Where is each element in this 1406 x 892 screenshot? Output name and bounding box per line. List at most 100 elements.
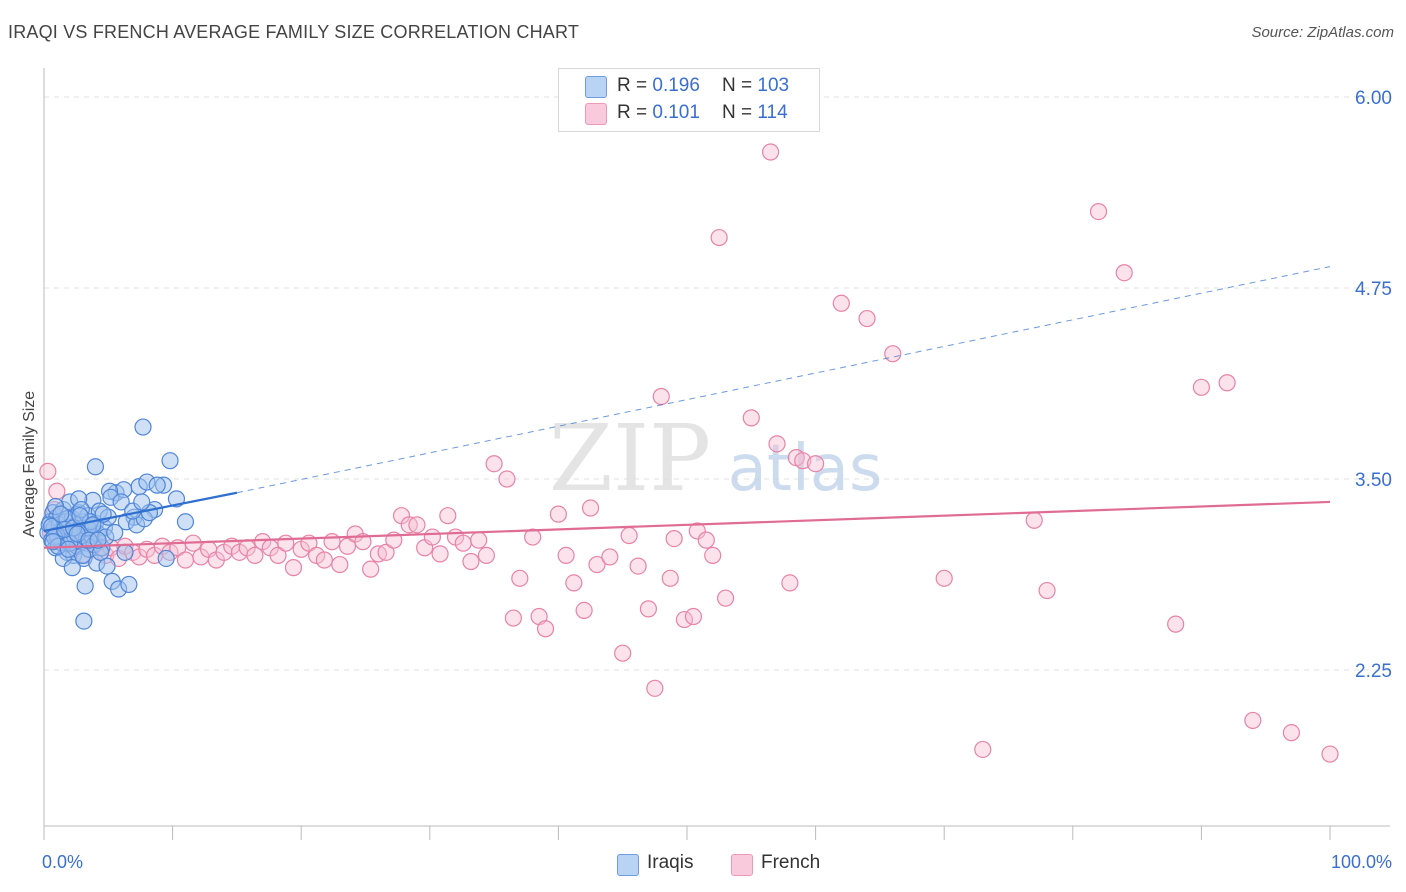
french-point bbox=[565, 574, 583, 592]
french-point bbox=[710, 228, 728, 247]
french-r-label: R = bbox=[617, 102, 653, 123]
bottom-french-swatch bbox=[731, 854, 753, 876]
french-point bbox=[362, 560, 380, 578]
iraqi-point bbox=[98, 557, 116, 575]
french-point bbox=[1321, 745, 1339, 763]
iraqi-point bbox=[112, 493, 130, 511]
french-point bbox=[652, 387, 670, 406]
french-point bbox=[742, 409, 760, 427]
french-point bbox=[1025, 511, 1043, 529]
french-point bbox=[781, 574, 799, 592]
iraqi-point bbox=[86, 458, 105, 476]
french-point bbox=[39, 462, 57, 480]
iraqis-swatch bbox=[585, 76, 607, 98]
french-point bbox=[277, 534, 295, 552]
french-point bbox=[588, 555, 606, 574]
french-point bbox=[646, 679, 664, 697]
french-point bbox=[511, 569, 529, 587]
iraqi-point bbox=[106, 523, 124, 542]
french-point bbox=[858, 309, 876, 328]
french-point bbox=[806, 455, 825, 473]
french-point bbox=[377, 543, 395, 561]
french-point bbox=[688, 522, 706, 540]
french-point bbox=[284, 559, 303, 577]
french-point bbox=[504, 609, 522, 627]
iraqis-r: R = 0.196 bbox=[617, 75, 700, 97]
french-point bbox=[1244, 711, 1262, 730]
french-point bbox=[1167, 615, 1185, 633]
french-point bbox=[431, 545, 449, 563]
french-point bbox=[331, 555, 349, 574]
french-point bbox=[1115, 264, 1133, 282]
iraqi-point bbox=[71, 507, 89, 525]
french-point bbox=[439, 507, 457, 525]
french-point bbox=[581, 499, 600, 517]
y-tick-label: 6.00 bbox=[1355, 88, 1392, 109]
french-point bbox=[1282, 724, 1301, 742]
iraqi-point bbox=[148, 476, 166, 494]
iraqi-point bbox=[161, 452, 179, 470]
iraqis-n: N = 103 bbox=[722, 75, 789, 97]
french-point bbox=[697, 531, 715, 549]
y-tick-labels: 2.25 3.50 4.75 6.00 bbox=[1355, 88, 1392, 682]
correlation-legend: R = 0.196 N = 103 R = 0.101 N = 114 bbox=[558, 68, 820, 132]
y-tick-label: 3.50 bbox=[1355, 470, 1392, 491]
french-n-value: 114 bbox=[757, 102, 788, 123]
iraqis-r-label: R = bbox=[617, 75, 653, 96]
french-point bbox=[832, 294, 850, 312]
french-point bbox=[620, 526, 638, 545]
french-point bbox=[176, 551, 195, 569]
french-point bbox=[524, 528, 542, 546]
french-point bbox=[536, 620, 555, 638]
french-points bbox=[39, 143, 1339, 763]
french-point bbox=[1192, 378, 1211, 396]
iraqi-point bbox=[44, 533, 62, 551]
french-point bbox=[974, 740, 992, 759]
iraqi-point bbox=[89, 531, 107, 549]
y-tick-label: 2.25 bbox=[1355, 661, 1392, 682]
iraqis-r-value: 0.196 bbox=[652, 75, 700, 96]
french-point bbox=[1089, 203, 1108, 221]
french-point bbox=[48, 482, 66, 500]
french-point bbox=[477, 546, 495, 565]
french-point bbox=[315, 551, 333, 569]
source-label: Source: ZipAtlas.com bbox=[1251, 24, 1394, 41]
watermark-atlas: atlas bbox=[728, 432, 883, 506]
french-r: R = 0.101 bbox=[617, 102, 700, 124]
trend-lines bbox=[43, 266, 1331, 549]
x-tick-min: 0.0% bbox=[42, 852, 84, 872]
french-point bbox=[601, 548, 619, 566]
iraqi-point bbox=[59, 540, 78, 558]
watermark-zip: ZIP bbox=[549, 405, 711, 512]
french-point bbox=[761, 143, 780, 161]
french-point bbox=[935, 569, 953, 587]
french-point bbox=[557, 546, 575, 565]
french-point bbox=[246, 546, 264, 565]
french-point bbox=[794, 452, 812, 470]
french-swatch bbox=[585, 103, 607, 125]
iraqi-point bbox=[63, 559, 81, 577]
french-point bbox=[1038, 581, 1056, 600]
french-n: N = 114 bbox=[722, 102, 788, 124]
iraqi-point bbox=[134, 418, 152, 436]
french-point bbox=[768, 435, 786, 453]
french-point bbox=[498, 470, 516, 488]
french-point bbox=[423, 528, 441, 546]
french-point bbox=[470, 531, 488, 549]
iraqi-point bbox=[76, 577, 94, 595]
french-point bbox=[614, 644, 632, 662]
iraqi-point bbox=[52, 505, 70, 523]
french-point bbox=[485, 455, 503, 473]
iraqis-n-value: 103 bbox=[757, 75, 790, 96]
french-point bbox=[408, 516, 426, 534]
french-n-label: N = bbox=[722, 102, 758, 123]
french-point bbox=[454, 534, 472, 552]
french-point bbox=[269, 546, 287, 565]
french-point bbox=[338, 537, 357, 555]
french-point bbox=[661, 569, 679, 587]
iraqi-point bbox=[133, 493, 151, 511]
french-point bbox=[462, 552, 480, 571]
iraqis-n-label: N = bbox=[722, 75, 758, 96]
y-tick-label: 4.75 bbox=[1355, 279, 1392, 300]
